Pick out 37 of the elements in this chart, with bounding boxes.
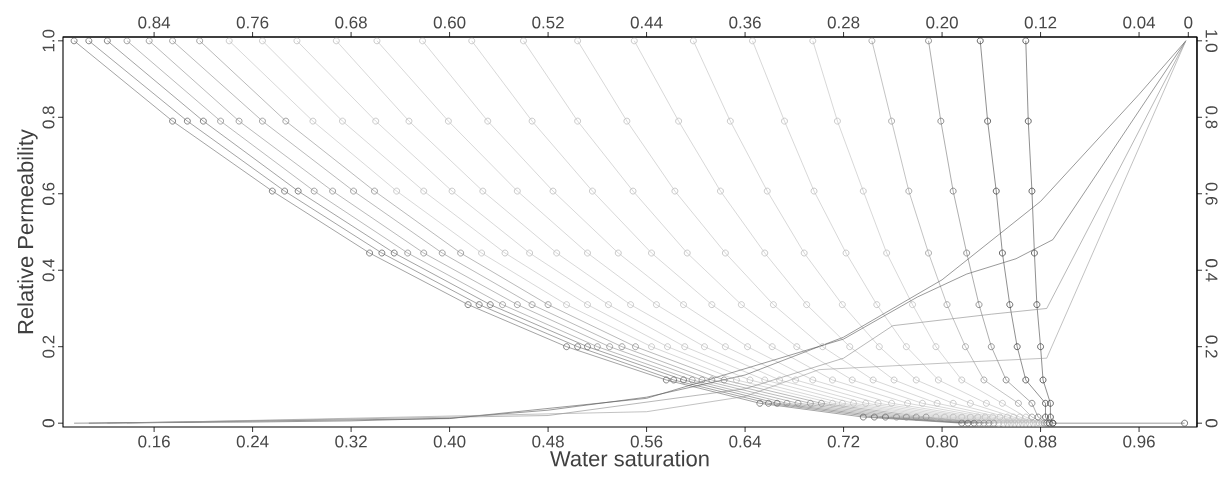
x2-tick-label: 0.68 — [335, 16, 367, 29]
x2-tick-label: 0.12 — [1024, 16, 1057, 29]
x-tick-label: 0.96 — [1123, 435, 1155, 448]
x2-tick-label: 0.84 — [138, 16, 171, 29]
y2-tick-label: 1.0 — [1205, 30, 1218, 52]
x2-tick-label: 0.44 — [630, 16, 663, 29]
y2-tick-label: 0.8 — [1205, 106, 1218, 129]
x-tick-label: 0.40 — [433, 435, 466, 448]
x2-tick-label: 0 — [1184, 16, 1193, 29]
y-tick-label: 1.0 — [42, 29, 55, 52]
x2-tick-label: 0.52 — [532, 16, 564, 29]
x-tick-label: 0.16 — [138, 435, 170, 448]
y2-tick-label: 0.4 — [1205, 259, 1218, 282]
x-tick-label: 0.24 — [236, 435, 269, 448]
y-tick-label: 0 — [42, 419, 55, 428]
x-tick-label: 0.56 — [630, 435, 663, 448]
y2-tick-label: 0 — [1205, 419, 1218, 428]
y2-tick-label: 0.6 — [1205, 182, 1218, 205]
x2-tick-label: 0.76 — [236, 16, 269, 29]
y2-tick-label: 0.2 — [1205, 335, 1218, 358]
x-tick-label: 0.64 — [729, 435, 762, 448]
x-tick-label: 0.48 — [532, 435, 564, 448]
x2-tick-label: 0.28 — [827, 16, 860, 29]
x-axis-title: Water saturation — [550, 450, 709, 467]
y-tick-label: 0.2 — [42, 335, 55, 358]
x-tick-label: 0.32 — [335, 435, 367, 448]
y-tick-label: 0.8 — [42, 106, 55, 129]
x2-tick-label: 0.36 — [729, 16, 761, 29]
y-tick-label: 0.4 — [42, 258, 55, 282]
y-tick-label: 0.6 — [42, 182, 55, 205]
x-tick-label: 0.88 — [1024, 435, 1057, 448]
x2-tick-label: 0.20 — [926, 16, 958, 29]
x2-tick-label: 0.04 — [1123, 16, 1156, 29]
y-axis-title: Relative Permeability — [17, 129, 38, 334]
x-tick-label: 0.80 — [926, 435, 958, 448]
x2-tick-label: 0.60 — [433, 16, 466, 29]
x-tick-label: 0.72 — [827, 435, 860, 448]
